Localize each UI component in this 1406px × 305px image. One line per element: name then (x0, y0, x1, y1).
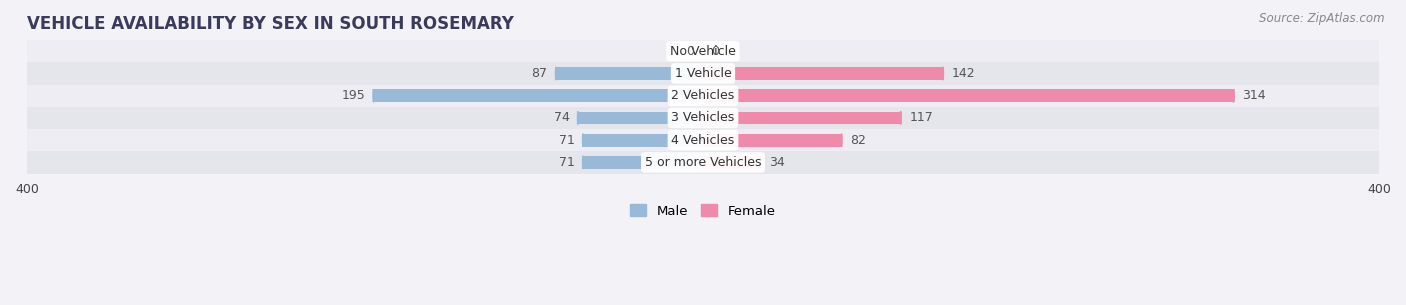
Text: 3 Vehicles: 3 Vehicles (672, 111, 734, 124)
Text: 4 Vehicles: 4 Vehicles (672, 134, 734, 147)
Text: 117: 117 (910, 111, 934, 124)
Text: No Vehicle: No Vehicle (671, 45, 735, 58)
Text: 195: 195 (342, 89, 366, 102)
Text: 0: 0 (711, 45, 720, 58)
Bar (583, 156, 703, 169)
Text: 2 Vehicles: 2 Vehicles (672, 89, 734, 102)
Text: Source: ZipAtlas.com: Source: ZipAtlas.com (1260, 12, 1385, 25)
Text: 142: 142 (952, 67, 976, 80)
Text: 5 or more Vehicles: 5 or more Vehicles (645, 156, 761, 169)
Text: 34: 34 (769, 156, 785, 169)
Text: 71: 71 (558, 156, 575, 169)
Text: 71: 71 (558, 134, 575, 147)
Text: 314: 314 (1241, 89, 1265, 102)
Bar (27, 107, 1379, 129)
Text: 0: 0 (686, 45, 695, 58)
Bar (703, 134, 842, 147)
Bar (703, 112, 901, 124)
Text: 82: 82 (851, 134, 866, 147)
Text: 87: 87 (531, 67, 547, 80)
Text: 74: 74 (554, 111, 569, 124)
Bar (578, 112, 703, 124)
Bar (27, 84, 1379, 107)
Text: VEHICLE AVAILABILITY BY SEX IN SOUTH ROSEMARY: VEHICLE AVAILABILITY BY SEX IN SOUTH ROS… (27, 15, 513, 33)
Bar (374, 89, 703, 102)
Text: 1 Vehicle: 1 Vehicle (675, 67, 731, 80)
Bar (27, 40, 1379, 62)
Bar (27, 129, 1379, 151)
Bar (27, 151, 1379, 174)
Bar (27, 62, 1379, 84)
Bar (703, 89, 1233, 102)
Bar (583, 134, 703, 147)
Legend: Male, Female: Male, Female (626, 199, 780, 223)
Bar (555, 67, 703, 80)
Bar (703, 67, 943, 80)
Bar (703, 156, 761, 169)
